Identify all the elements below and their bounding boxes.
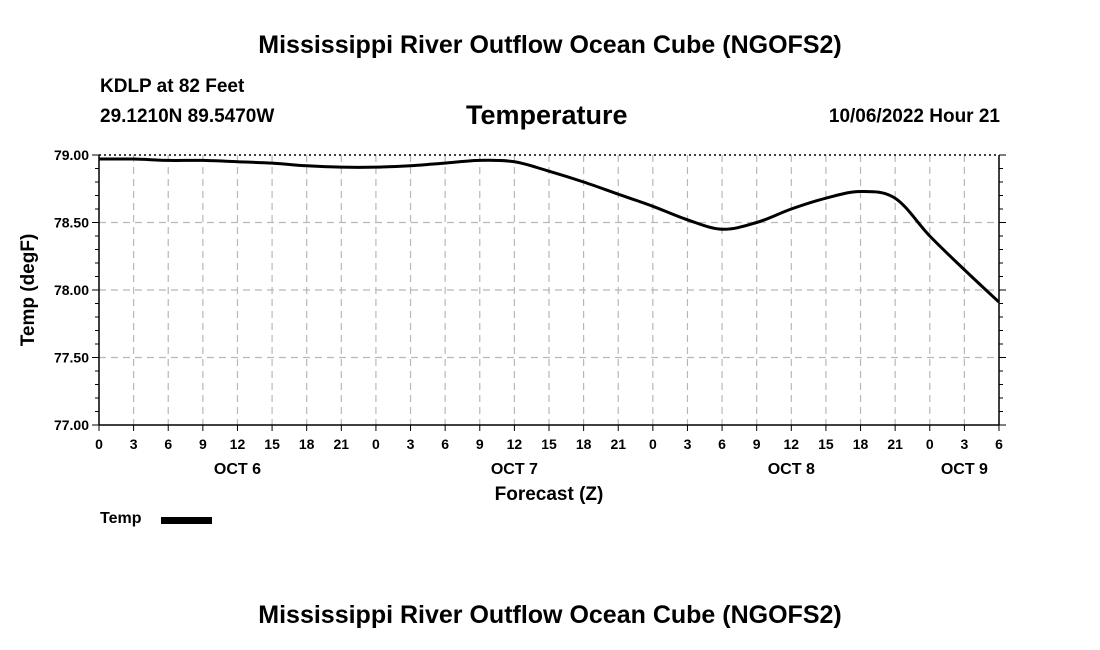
x-tick-label: 15 — [541, 436, 557, 452]
day-label: OCT 9 — [941, 461, 988, 478]
legend-swatch-line — [161, 517, 212, 524]
label-layer: 77.00 77.50 78.00 78.50 79.00 0 3 6 9 12 15 18 21 0 3 6… — [18, 147, 1003, 505]
x-tick-label: 3 — [407, 436, 415, 452]
x-tick-label: 12 — [507, 436, 523, 452]
x-tick-label: 18 — [576, 436, 592, 452]
grid-layer — [99, 154, 999, 425]
x-tick-label: 21 — [610, 436, 626, 452]
x-tick-label: 6 — [995, 436, 1003, 452]
station-coordinates: 29.1210N 89.5470W — [100, 106, 275, 127]
x-tick-label: 21 — [334, 436, 350, 452]
x-tick-label: 12 — [230, 436, 246, 452]
y-tick-label: 78.00 — [54, 282, 89, 298]
day-label: OCT 7 — [491, 461, 538, 478]
day-label: OCT 8 — [768, 461, 815, 478]
day-label: OCT 6 — [214, 461, 261, 478]
y-tick-label: 77.50 — [54, 350, 89, 366]
forecast-timestamp: 10/06/2022 Hour 21 — [828, 106, 1000, 127]
x-tick-label: 0 — [372, 436, 380, 452]
series-line-temp — [98, 157, 1001, 304]
x-tick-label: 18 — [853, 436, 869, 452]
x-tick-label: 0 — [926, 436, 934, 452]
panel-title: Temperature — [466, 100, 628, 130]
x-tick-label: 6 — [164, 436, 172, 452]
x-tick-label: 9 — [753, 436, 761, 452]
x-tick-label: 3 — [130, 436, 138, 452]
station-label: KDLP at 82 Feet — [100, 76, 245, 97]
x-tick-label: 3 — [960, 436, 968, 452]
x-tick-label: 6 — [441, 436, 449, 452]
x-tick-label: 9 — [476, 436, 484, 452]
x-tick-label: 21 — [887, 436, 903, 452]
x-tick-label: 12 — [784, 436, 800, 452]
y-axis-title: Temp (degF) — [18, 234, 39, 347]
chart-main-title: Mississippi River Outflow Ocean Cube (NG… — [258, 31, 842, 59]
series-layer — [98, 157, 1001, 304]
x-axis-title: Forecast (Z) — [495, 484, 604, 505]
footer-title: Mississippi River Outflow Ocean Cube (NG… — [258, 601, 842, 629]
x-tick-label: 15 — [264, 436, 280, 452]
legend-label: Temp — [100, 510, 142, 527]
y-tick-label: 78.50 — [54, 215, 89, 231]
x-tick-label: 9 — [199, 436, 207, 452]
x-tick-label: 0 — [95, 436, 103, 452]
x-tick-label: 6 — [718, 436, 726, 452]
x-tick-label: 15 — [818, 436, 834, 452]
x-tick-label: 3 — [684, 436, 692, 452]
y-tick-label: 77.00 — [54, 417, 89, 433]
axis-layer — [92, 154, 1006, 431]
x-tick-label: 0 — [649, 436, 657, 452]
x-tick-label: 18 — [299, 436, 315, 452]
y-tick-label: 79.00 — [54, 147, 89, 163]
